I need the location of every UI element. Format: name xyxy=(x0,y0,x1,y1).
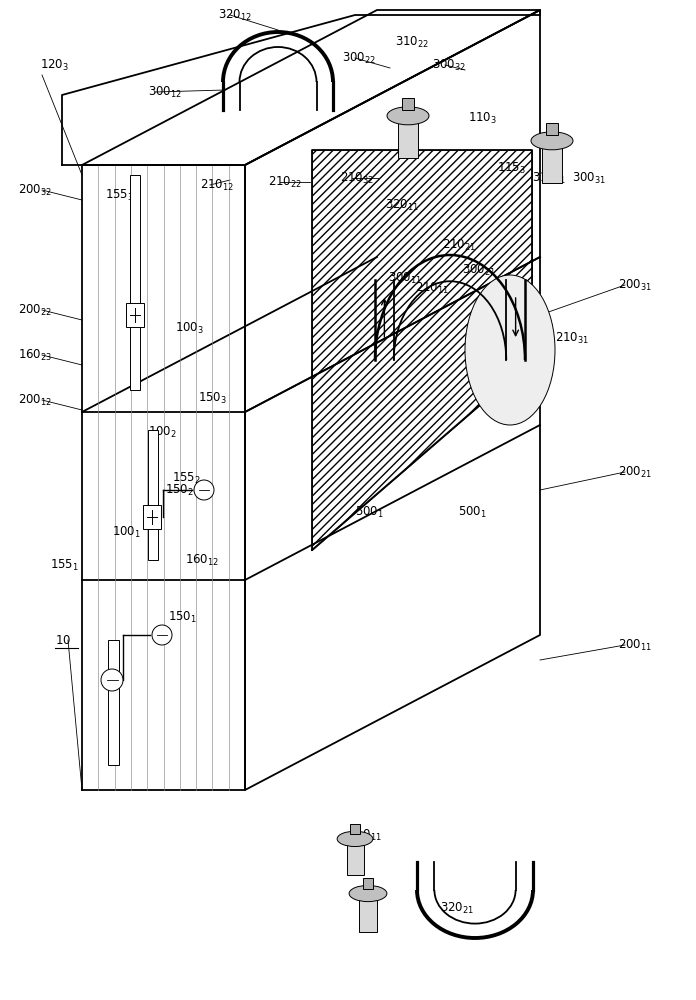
Bar xyxy=(359,900,377,932)
Text: $300_{12}$: $300_{12}$ xyxy=(148,84,182,100)
Bar xyxy=(398,123,418,158)
Bar xyxy=(126,303,144,327)
Ellipse shape xyxy=(465,275,555,425)
Ellipse shape xyxy=(387,107,429,125)
Bar xyxy=(347,845,363,875)
Text: $200_{22}$: $200_{22}$ xyxy=(18,302,52,318)
Circle shape xyxy=(101,669,123,691)
Circle shape xyxy=(152,625,172,645)
Text: $115_3$: $115_3$ xyxy=(497,160,526,176)
Text: $200_{32}$: $200_{32}$ xyxy=(18,182,52,198)
Bar xyxy=(546,123,558,135)
Text: $210_{21}$: $210_{21}$ xyxy=(442,237,476,253)
Text: $155_3$: $155_3$ xyxy=(105,187,134,203)
Text: $300_{31}$: $300_{31}$ xyxy=(572,170,606,186)
Circle shape xyxy=(194,480,214,500)
Text: $320_{11}$: $320_{11}$ xyxy=(385,197,419,213)
Text: $500_1$: $500_1$ xyxy=(355,504,384,520)
Bar xyxy=(542,148,562,183)
Text: $210_{31}$: $210_{31}$ xyxy=(555,330,590,346)
Text: $110_3$: $110_3$ xyxy=(468,110,497,126)
Text: $160_{23}$: $160_{23}$ xyxy=(18,347,52,363)
Ellipse shape xyxy=(531,132,573,150)
Text: $160_{12}$: $160_{12}$ xyxy=(185,552,219,568)
Text: $300_{21}$: $300_{21}$ xyxy=(462,262,496,278)
Text: $310_{11}$: $310_{11}$ xyxy=(348,827,382,843)
Text: $310_{21}$: $310_{21}$ xyxy=(532,170,567,186)
Bar xyxy=(148,430,158,560)
Text: $100_2$: $100_2$ xyxy=(148,424,177,440)
Text: $200_{12}$: $200_{12}$ xyxy=(18,392,52,408)
Text: $155_2$: $155_2$ xyxy=(172,470,201,486)
Text: $210_{11}$: $210_{11}$ xyxy=(415,280,449,296)
Ellipse shape xyxy=(337,831,373,847)
Bar xyxy=(143,505,161,529)
Ellipse shape xyxy=(349,885,387,902)
Text: $200_{31}$: $200_{31}$ xyxy=(618,277,652,293)
Text: $300_{22}$: $300_{22}$ xyxy=(342,50,377,66)
Bar xyxy=(363,878,373,889)
Text: $210_{12}$: $210_{12}$ xyxy=(200,177,235,193)
Bar xyxy=(130,175,140,390)
Bar xyxy=(350,824,360,834)
Text: $155_1$: $155_1$ xyxy=(50,557,79,573)
Text: $150_2$: $150_2$ xyxy=(165,482,194,498)
Text: $300_{32}$: $300_{32}$ xyxy=(432,57,466,73)
Text: $320_{12}$: $320_{12}$ xyxy=(218,7,252,23)
Text: $150_1$: $150_1$ xyxy=(168,609,197,625)
Bar xyxy=(402,98,414,110)
Text: $500_1$: $500_1$ xyxy=(458,504,487,520)
Text: $150_3$: $150_3$ xyxy=(198,390,227,406)
Text: $200_{21}$: $200_{21}$ xyxy=(618,464,652,480)
Text: $100_1$: $100_1$ xyxy=(112,524,141,540)
Text: $210_{22}$: $210_{22}$ xyxy=(268,174,302,190)
Polygon shape xyxy=(312,150,532,550)
Text: $310_{22}$: $310_{22}$ xyxy=(395,34,429,50)
Bar xyxy=(108,640,119,765)
Text: $10$: $10$ xyxy=(55,634,71,647)
Text: $300_{11}$: $300_{11}$ xyxy=(388,270,422,286)
Text: $210_{32}$: $210_{32}$ xyxy=(340,170,374,186)
Text: $120_3$: $120_3$ xyxy=(40,57,69,73)
Text: $320_{21}$: $320_{21}$ xyxy=(440,900,474,916)
Text: $100_3$: $100_3$ xyxy=(175,320,204,336)
Text: $200_{11}$: $200_{11}$ xyxy=(618,637,652,653)
